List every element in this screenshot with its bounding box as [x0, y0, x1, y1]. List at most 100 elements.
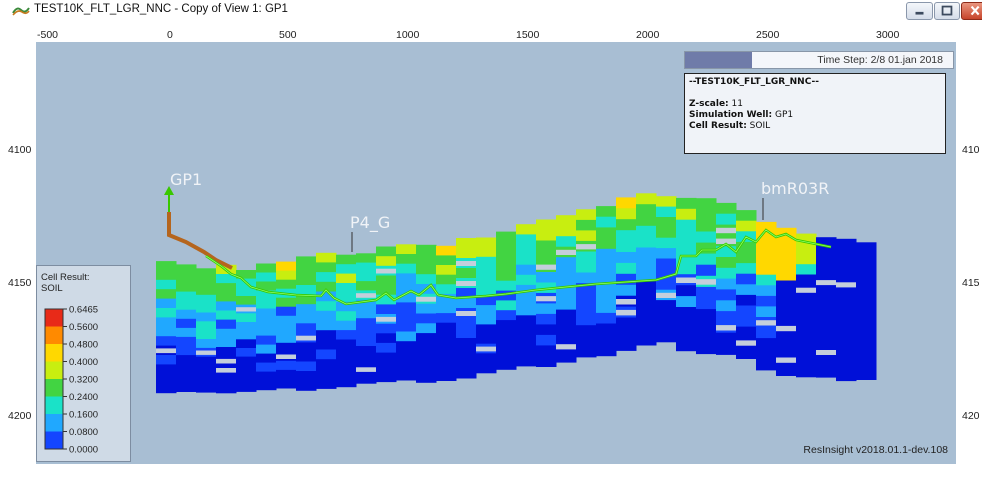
grid-cell	[196, 356, 217, 367]
y-tick-label: 4100	[8, 144, 32, 156]
grid-cell	[416, 303, 437, 315]
grid-cell	[616, 208, 637, 220]
grid-cell	[196, 277, 217, 287]
maximize-icon	[941, 5, 953, 16]
maximize-button[interactable]	[934, 2, 960, 20]
grid-cell	[856, 281, 877, 292]
grid-cell	[856, 271, 877, 283]
grid-cell	[736, 273, 757, 285]
inactive-cell	[216, 358, 236, 364]
grid-cell	[156, 383, 177, 394]
grid-cell	[816, 337, 837, 348]
grid-cell	[856, 291, 877, 302]
grid-cell	[396, 350, 417, 362]
grid-cell	[456, 298, 477, 309]
grid-cell	[556, 267, 577, 279]
grid-cell	[236, 365, 257, 375]
grid-cell	[656, 279, 677, 291]
grid-cell	[496, 320, 517, 331]
legend-label: 0.3200	[69, 375, 98, 386]
inactive-cell	[216, 368, 236, 373]
grid-cell	[156, 364, 177, 375]
grid-cell	[476, 305, 497, 316]
inactive-cell	[816, 280, 836, 286]
title-bar[interactable]: TEST10K_FLT_LGR_NNC - Copy of View 1: GP…	[0, 0, 982, 20]
grid-cell	[776, 270, 797, 282]
grid-cell	[476, 353, 497, 364]
grid-cell	[356, 299, 377, 310]
grid-cell	[736, 284, 757, 296]
grid-cell	[836, 319, 857, 331]
time-step-indicator: Time Step: 2/8 01.jan 2018	[684, 51, 954, 69]
legend-label: 0.2400	[69, 392, 98, 403]
grid-cell	[376, 352, 397, 363]
grid-cell	[196, 383, 217, 393]
grid-cell	[216, 310, 237, 321]
grid-cell	[476, 237, 497, 248]
well-path-gp1[interactable]	[167, 212, 233, 270]
grid-cell	[556, 330, 577, 342]
grid-cell	[776, 291, 797, 303]
grid-cell	[236, 296, 257, 306]
grid-cell	[496, 251, 517, 262]
well-label-gp1: GP1	[170, 170, 203, 189]
grid-cell	[196, 365, 217, 375]
grid-cell	[516, 254, 537, 266]
grid-cell	[356, 327, 377, 338]
grid-cell	[576, 346, 597, 358]
grid-cell	[356, 355, 377, 366]
inactive-cell	[536, 264, 556, 270]
x-tick-label: 1500	[516, 29, 540, 41]
grid-cell	[536, 355, 557, 367]
grid-cell	[496, 310, 517, 321]
legend-color-swatch	[45, 431, 63, 450]
well-path-main-glow	[205, 229, 832, 305]
grid-cell	[516, 335, 537, 347]
grid-cell	[476, 285, 497, 297]
grid-cell	[756, 232, 777, 244]
grid-cell	[516, 234, 537, 246]
grid-cell	[436, 293, 457, 305]
grid-cell	[536, 230, 557, 242]
grid-cell	[736, 294, 757, 307]
grid-cell	[816, 367, 837, 378]
grid-cell	[416, 274, 437, 285]
grid-cell	[516, 315, 537, 326]
grid-cell	[276, 279, 297, 290]
grid-cell	[436, 370, 457, 381]
grid-cell	[676, 307, 697, 319]
grid-cell	[256, 308, 277, 319]
grid-cell	[376, 362, 397, 373]
grid-cell	[436, 274, 457, 285]
grid-cell	[616, 328, 637, 340]
reservoir-model[interactable]	[36, 42, 956, 464]
grid-cell	[256, 335, 277, 346]
grid-cell	[736, 220, 757, 232]
grid-cell	[476, 276, 497, 287]
grid-cell	[756, 295, 777, 308]
grid-cell	[376, 371, 397, 383]
minimize-button[interactable]	[906, 2, 933, 20]
grid-cell	[416, 244, 437, 256]
grid-cell	[656, 217, 677, 228]
grid-cell	[356, 336, 377, 347]
3d-viewport[interactable]: GP1 P4_G bmR03R Time Step: 2/8 01.jan 20…	[36, 42, 956, 464]
grid-cell	[376, 294, 397, 305]
grid-cell	[316, 339, 337, 351]
legend-label: 0.6465	[69, 305, 98, 316]
grid-cell	[176, 336, 197, 347]
legend-color-swatch	[45, 309, 63, 327]
grid-cell	[776, 238, 797, 250]
grid-cell	[156, 308, 177, 318]
grid-cell	[676, 241, 697, 253]
grid-cell	[816, 287, 837, 298]
grid-cell	[396, 292, 417, 303]
legend-title-line1: Cell Result:	[41, 272, 90, 283]
grid-cell	[396, 331, 417, 342]
legend-title-line2: SOIL	[41, 283, 63, 294]
close-button[interactable]	[961, 2, 982, 20]
grid-cell	[256, 344, 277, 355]
grid-cell	[536, 303, 557, 315]
grid-cell	[576, 209, 597, 221]
grid-cell	[856, 350, 877, 361]
